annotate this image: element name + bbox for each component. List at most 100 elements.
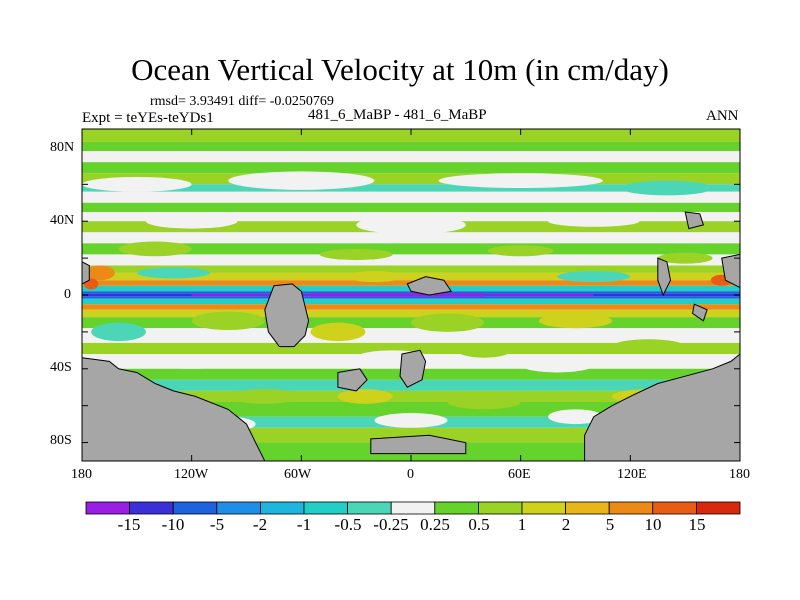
velocity-band <box>82 304 740 310</box>
velocity-band <box>82 328 740 343</box>
colorbar-swatch <box>85 501 130 515</box>
velocity-patch <box>557 271 631 283</box>
land-mass <box>721 253 740 289</box>
velocity-patch <box>85 265 115 281</box>
colorbar-label: 5 <box>605 515 615 534</box>
colorbar-label: 0.25 <box>420 515 450 534</box>
colorbar-label: 10 <box>644 515 662 534</box>
x-tick-label: 60E <box>508 467 531 482</box>
land-mass <box>264 283 310 348</box>
x-tick-label: 60W <box>284 467 312 482</box>
velocity-band <box>82 390 740 402</box>
velocity-band <box>82 129 740 142</box>
velocity-patch <box>145 213 238 229</box>
velocity-patch <box>621 180 713 196</box>
velocity-band <box>82 173 740 185</box>
equatorial-core <box>310 292 485 298</box>
x-tick-label: 120E <box>617 467 647 482</box>
velocity-patch <box>456 342 512 358</box>
velocity-patch <box>82 176 192 192</box>
velocity-band <box>82 309 740 318</box>
field-layer <box>82 129 740 461</box>
colorbar-label: -0.5 <box>334 515 362 534</box>
velocity-band <box>82 342 740 355</box>
colorbar-swatch <box>434 501 479 515</box>
colorbar-swatch <box>565 501 610 515</box>
colorbar-label: 2 <box>561 515 571 534</box>
colorbar-swatch <box>521 501 566 515</box>
velocity-patch <box>356 215 466 235</box>
velocity-patch <box>228 171 375 190</box>
velocity-band <box>82 141 740 152</box>
velocity-band <box>82 291 740 294</box>
velocity-patch <box>136 267 210 279</box>
velocity-band <box>82 191 740 203</box>
velocity-band <box>82 151 740 163</box>
land-mass <box>399 349 427 388</box>
velocity-patch <box>487 245 554 257</box>
velocity-patch <box>228 389 302 404</box>
velocity-patch <box>657 252 713 264</box>
velocity-patch <box>612 339 686 355</box>
season-label: ANN <box>706 108 739 124</box>
velocity-patch <box>538 313 613 329</box>
colorbar-label: -15 <box>117 515 141 534</box>
colorbar-swatch <box>129 501 174 515</box>
colorbar-label: -0.25 <box>373 515 409 534</box>
colorbar-swatch <box>696 501 741 515</box>
velocity-patch <box>118 241 192 257</box>
colorbar-swatch <box>608 501 654 515</box>
land-mass <box>337 368 368 392</box>
velocity-patch <box>145 354 238 369</box>
y-tick-label: 80S <box>50 433 72 448</box>
velocity-band <box>82 298 740 305</box>
colorbar-swatch <box>303 501 348 515</box>
velocity-patch <box>447 394 521 410</box>
velocity-band <box>82 243 740 255</box>
experiment-label: Expt = teYEs-teYDs1 <box>82 110 214 126</box>
case-label: 481_6_MaBP - 481_6_MaBP <box>308 107 487 123</box>
stats-text: rmsd= 3.93491 diff= -0.0250769 <box>150 94 334 109</box>
colorbar-swatch <box>347 501 392 515</box>
y-tick-label: 80N <box>50 140 75 155</box>
land-mass <box>657 257 672 297</box>
colorbar-label: -5 <box>209 515 225 534</box>
velocity-band <box>82 272 740 281</box>
velocity-band <box>82 232 740 244</box>
velocity-patch <box>319 248 393 260</box>
chart-title: Ocean Vertical Velocity at 10m (in cm/da… <box>131 52 669 87</box>
velocity-band <box>82 162 740 174</box>
velocity-band <box>82 184 740 192</box>
velocity-patch <box>337 389 393 404</box>
colorbar-swatch <box>259 501 305 515</box>
velocity-patch <box>91 322 146 342</box>
colorbar-label: 0.5 <box>468 515 490 534</box>
velocity-band <box>82 296 740 299</box>
velocity-patch <box>520 357 594 373</box>
velocity-patch <box>347 271 402 283</box>
colorbar-swatch <box>477 501 523 515</box>
velocity-band <box>82 254 740 266</box>
velocity-band <box>82 202 740 212</box>
velocity-patch <box>310 322 366 342</box>
land-mass <box>370 434 467 455</box>
land-mass <box>82 357 266 461</box>
colorbar-swatch <box>652 501 697 515</box>
land-mass <box>684 211 705 230</box>
velocity-patch <box>438 173 603 189</box>
land-mass <box>406 276 453 296</box>
colorbar-label: 15 <box>688 515 706 534</box>
land-mass <box>691 303 708 322</box>
colorbar-swatch <box>390 501 436 515</box>
velocity-patch <box>548 409 603 425</box>
velocity-patch <box>374 413 448 428</box>
colorbar-label: 1 <box>517 515 527 534</box>
y-tick-label: 40S <box>50 360 72 375</box>
colorbar-label: -10 <box>161 515 185 534</box>
velocity-patch <box>548 215 640 227</box>
x-tick-label: 120W <box>174 467 209 482</box>
land-mass <box>584 353 740 461</box>
land-mass <box>82 261 90 285</box>
colorbar-swatch <box>172 501 218 515</box>
